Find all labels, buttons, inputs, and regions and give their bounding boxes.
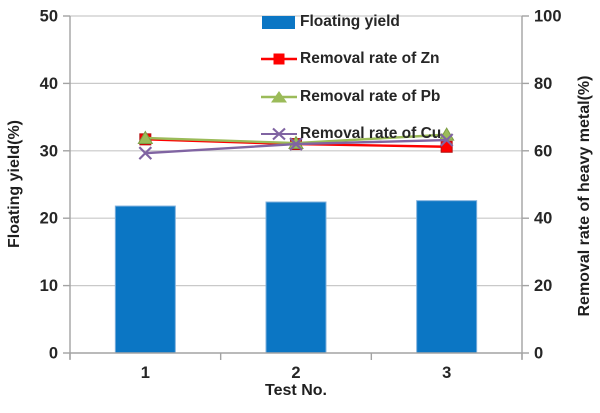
legend-item-pb: Removal rate of Pb xyxy=(260,78,441,116)
line-x-swatch-icon xyxy=(261,127,297,141)
legend-label: Removal rate of Cu xyxy=(300,125,442,143)
x-axis-category-label: 3 xyxy=(442,364,451,382)
left-axis-tick-label: 0 xyxy=(49,345,58,363)
left-axis-tick-label: 10 xyxy=(40,277,58,295)
legend-label: Floating yield xyxy=(300,12,400,30)
legend: Floating yield Removal rate of Zn Remova… xyxy=(260,3,441,153)
x-axis-category-label: 2 xyxy=(291,364,300,382)
left-axis-tick-label: 20 xyxy=(40,210,58,228)
bar-swatch-rect xyxy=(262,15,295,29)
x-axis-category-label: 1 xyxy=(141,364,150,382)
line-triangle-swatch-icon xyxy=(261,90,297,103)
right-axis-title: Removal rate of heavy metal(%) xyxy=(576,75,593,317)
right-axis-tick-label: 40 xyxy=(534,210,552,228)
bar-swatch-icon xyxy=(262,15,295,29)
bar-floating-yield-3 xyxy=(416,200,478,354)
legend-item-cu: Removal rate of Cu xyxy=(260,116,441,154)
triangle-marker-1 xyxy=(137,130,154,144)
square-marker-icon xyxy=(273,53,285,65)
left-axis-tick-label: 30 xyxy=(40,142,58,160)
bar-floating-yield-2 xyxy=(265,201,327,354)
legend-label: Removal rate of Zn xyxy=(300,50,440,68)
right-axis-tick-label: 0 xyxy=(534,345,543,363)
x-marker-icon xyxy=(272,127,286,141)
x-marker-1 xyxy=(138,146,153,160)
x-marker-2 xyxy=(289,137,303,151)
right-axis-tick-label: 80 xyxy=(534,75,552,93)
x-axis-title: Test No. xyxy=(265,382,327,399)
triangle-marker-icon xyxy=(271,90,287,103)
left-axis-tick-label: 40 xyxy=(40,75,58,93)
right-axis-tick-label: 100 xyxy=(534,8,562,26)
left-axis-tick-label: 50 xyxy=(40,8,58,26)
x-marker-3 xyxy=(439,133,454,147)
right-axis-tick-label: 20 xyxy=(534,277,552,295)
right-axis-tick-label: 60 xyxy=(534,142,552,160)
legend-label: Removal rate of Pb xyxy=(300,87,441,105)
line-square-swatch-icon xyxy=(261,53,297,65)
bar-floating-yield-1 xyxy=(114,205,176,354)
left-axis-title: Floating yield(%) xyxy=(6,120,23,248)
legend-item-zn: Removal rate of Zn xyxy=(260,41,441,79)
legend-item-floating-yield: Floating yield xyxy=(260,3,441,41)
